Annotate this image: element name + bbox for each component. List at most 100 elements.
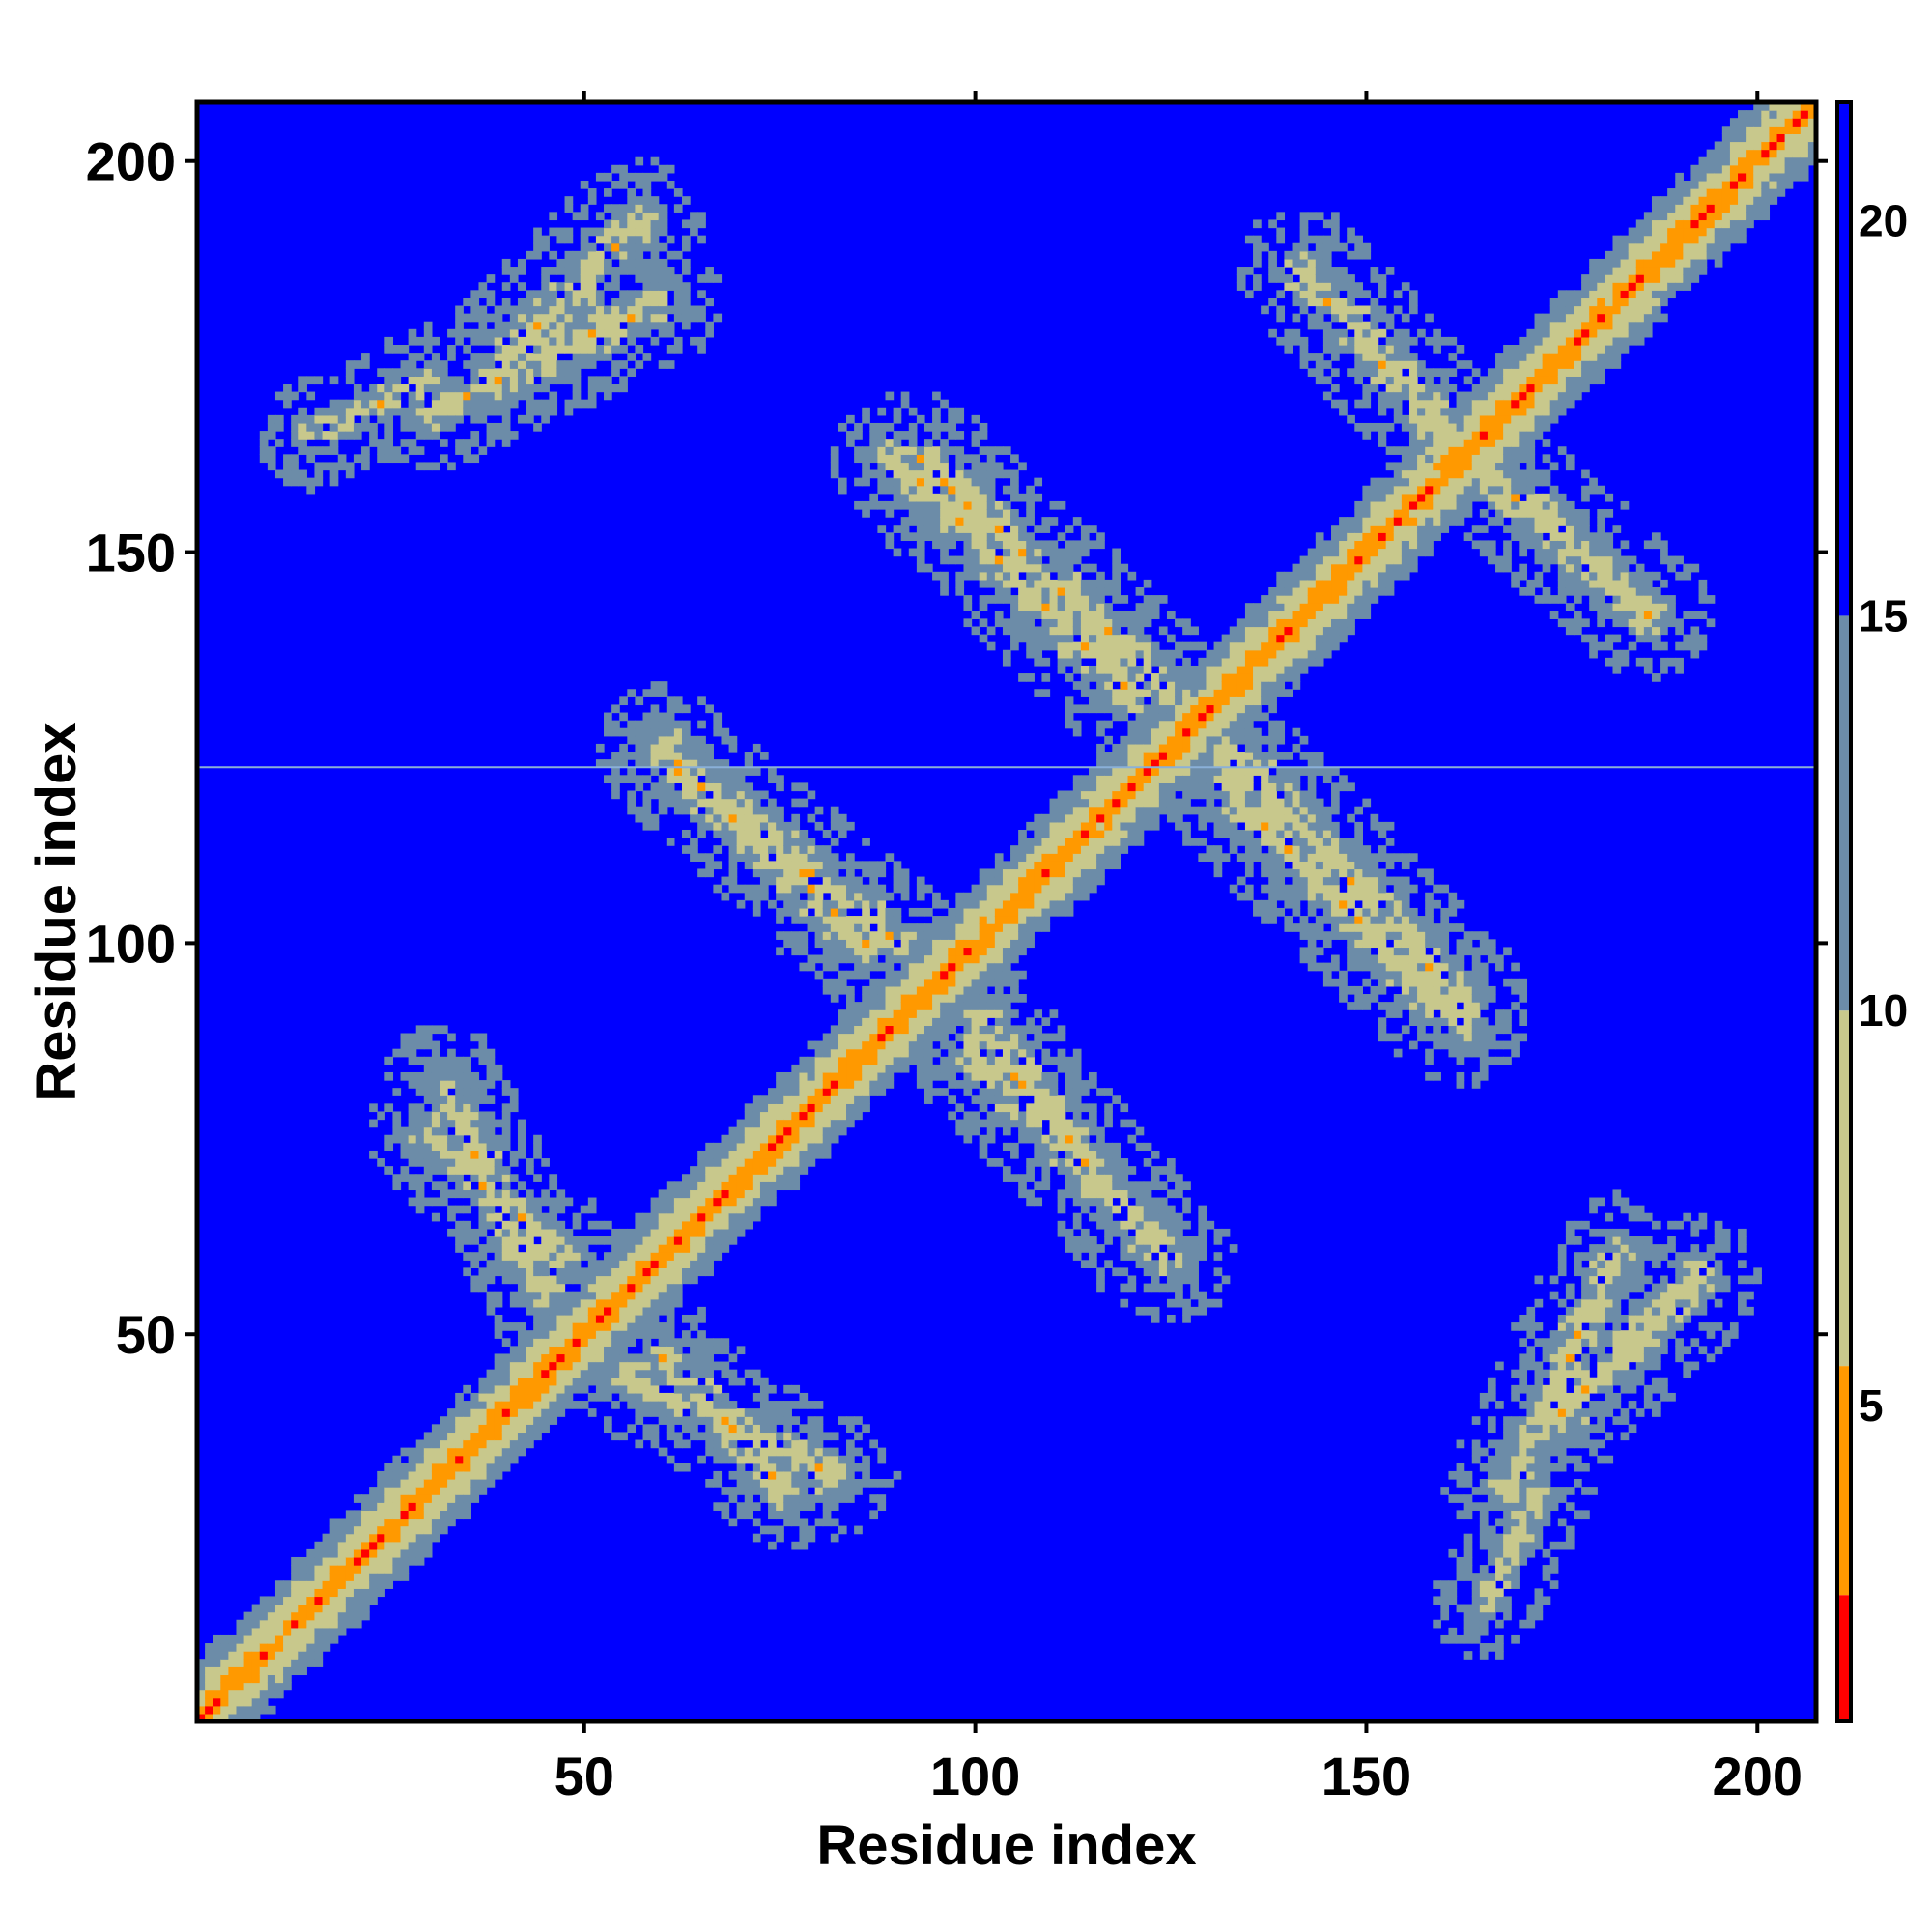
heatmap-cell (627, 353, 637, 361)
heatmap-cell (799, 1134, 809, 1144)
heatmap-cell (697, 1338, 706, 1347)
heatmap-cell (1072, 798, 1082, 808)
heatmap-cell (932, 985, 941, 995)
heatmap-cell (932, 1002, 941, 1010)
heatmap-cell (509, 1197, 519, 1207)
heatmap-cell (822, 1126, 832, 1136)
heatmap-cell (673, 305, 683, 315)
heatmap-cell (721, 1142, 730, 1151)
heatmap-cell (377, 1573, 385, 1581)
heatmap-cell (564, 1267, 574, 1277)
heatmap-cell (440, 1071, 448, 1081)
heatmap-cell (533, 336, 542, 346)
heatmap-cell (908, 407, 918, 416)
heatmap-cell (595, 274, 605, 283)
heatmap-cell (635, 1298, 644, 1308)
heatmap-cell (1104, 1205, 1113, 1214)
heatmap-cell (877, 1455, 887, 1464)
heatmap-cell (291, 439, 299, 447)
heatmap-cell (564, 1392, 574, 1402)
heatmap-cell (846, 1111, 855, 1121)
heatmap-cell (1104, 861, 1113, 870)
heatmap-cell (384, 1510, 394, 1520)
heatmap-cell (1057, 1048, 1066, 1058)
heatmap-cell (666, 767, 675, 776)
heatmap-cell (923, 477, 933, 487)
heatmap-cell (361, 360, 370, 369)
heatmap-cell (1065, 579, 1074, 588)
heatmap-cell (291, 431, 299, 440)
heatmap-cell (509, 328, 519, 338)
heatmap-cell (1096, 1283, 1105, 1293)
heatmap-cell (392, 384, 402, 393)
heatmap-cell (932, 422, 941, 432)
heatmap-cell (447, 1455, 456, 1464)
heatmap-cell (705, 1346, 714, 1355)
heatmap-cell (955, 916, 965, 924)
heatmap-cell (791, 907, 801, 917)
heatmap-cell (1065, 540, 1074, 550)
heatmap-cell (345, 399, 355, 409)
heatmap-cell (994, 586, 1004, 596)
heatmap-cell (595, 1298, 605, 1308)
heatmap-cell (517, 1432, 526, 1441)
heatmap-cell (494, 313, 503, 323)
heatmap-cell (1010, 611, 1019, 619)
heatmap-cell (776, 1432, 784, 1441)
heatmap-cell (736, 1174, 746, 1182)
heatmap-cell (877, 978, 887, 987)
heatmap-cell (611, 1252, 620, 1261)
heatmap-cell (291, 454, 299, 464)
heatmap-cell (697, 1166, 706, 1175)
heatmap-cell (1057, 1064, 1066, 1073)
heatmap-cell (986, 1111, 996, 1121)
heatmap-cell (533, 1174, 542, 1182)
heatmap-cell (572, 290, 582, 299)
heatmap-cell (494, 353, 503, 361)
heatmap-cell (415, 336, 425, 346)
heatmap-cell (697, 235, 706, 244)
heatmap-cell (329, 1573, 339, 1581)
heatmap-cell (776, 838, 784, 846)
heatmap-cell (392, 454, 402, 464)
heatmap-cell (369, 1518, 378, 1527)
heatmap-cell (721, 1361, 730, 1371)
heatmap-cell (963, 947, 973, 956)
heatmap-cell (1104, 759, 1113, 768)
heatmap-cell (243, 1713, 253, 1722)
heatmap-cell (580, 180, 589, 189)
heatmap-cell (580, 235, 589, 244)
heatmap-cell (1089, 868, 1097, 878)
heatmap-cell (885, 1064, 895, 1073)
heatmap-cell (251, 1713, 261, 1722)
heatmap-cell (1002, 947, 1011, 956)
heatmap-cell (971, 939, 980, 949)
heatmap-cell (486, 376, 496, 385)
heatmap-cell (478, 1463, 488, 1472)
heatmap-cell (415, 1080, 425, 1089)
heatmap-cell (846, 947, 855, 956)
heatmap-cell (486, 1174, 496, 1182)
heatmap-cell (994, 899, 1004, 909)
heatmap-cell (869, 962, 879, 972)
heatmap-cell (1072, 845, 1082, 854)
heatmap-cell (486, 1377, 496, 1386)
heatmap-cell (509, 399, 519, 409)
heatmap-cell (564, 313, 574, 323)
heatmap-cell (713, 1447, 723, 1457)
heatmap-cell (470, 1455, 480, 1464)
heatmap-cell (486, 1384, 496, 1394)
heatmap-cell (1057, 1111, 1066, 1121)
heatmap-cell (408, 1447, 417, 1457)
heatmap-cell (1026, 485, 1035, 495)
heatmap-cell (604, 1260, 612, 1268)
heatmap-cell (400, 407, 410, 416)
heatmap-cell (807, 916, 816, 924)
heatmap-cell (658, 1212, 668, 1222)
heatmap-cell (1072, 1111, 1082, 1121)
heatmap-cell (783, 1502, 792, 1511)
heatmap-cell (673, 1416, 683, 1425)
heatmap-cell (431, 1463, 440, 1472)
heatmap-cell (697, 1306, 706, 1316)
heatmap-cell (478, 414, 488, 424)
